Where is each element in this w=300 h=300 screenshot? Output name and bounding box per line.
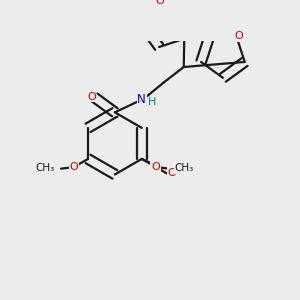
Text: N: N [137, 93, 146, 106]
Text: O: O [235, 31, 244, 41]
Text: O: O [167, 168, 176, 178]
Text: O: O [152, 162, 160, 172]
Text: O: O [70, 162, 78, 172]
Text: CH₃: CH₃ [36, 163, 55, 173]
Text: O: O [155, 0, 164, 6]
Text: O: O [87, 92, 96, 102]
Text: CH₃: CH₃ [175, 163, 194, 173]
Text: O: O [151, 161, 159, 171]
Text: H: H [148, 98, 156, 107]
